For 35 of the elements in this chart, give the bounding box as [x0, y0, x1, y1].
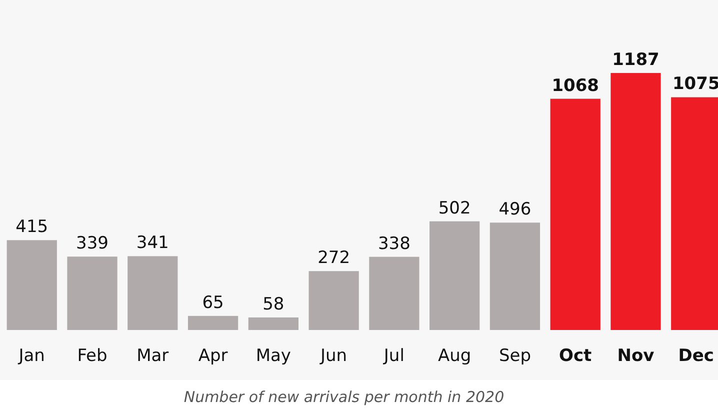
data-label: 341 — [136, 233, 169, 254]
bar — [308, 271, 359, 330]
text: Number of new arrivals per month in 2020 — [184, 388, 504, 406]
x-tick-label: Nov — [617, 346, 654, 366]
bar — [430, 221, 480, 330]
bar — [248, 317, 298, 330]
bar — [67, 256, 118, 330]
bar — [6, 240, 57, 330]
data-label: 1187 — [612, 50, 660, 70]
x-tick-label: Mar — [136, 346, 169, 366]
data-label: 502 — [438, 198, 471, 218]
x-tick-label: Feb — [77, 346, 108, 366]
data-label: 496 — [498, 200, 532, 220]
bar — [610, 73, 661, 330]
data-label: 58 — [262, 294, 284, 314]
data-label: 339 — [76, 234, 108, 254]
bar — [128, 256, 178, 330]
x-tick-label: Sep — [498, 346, 531, 366]
bar — [188, 316, 238, 330]
bar — [369, 256, 420, 330]
bar — [550, 98, 600, 330]
data-label: 338 — [378, 234, 410, 254]
data-label: 272 — [318, 248, 350, 268]
x-tick-label: Aug — [438, 346, 472, 366]
data-label: 1068 — [552, 76, 600, 96]
x-tick-label: Oct — [559, 346, 592, 366]
x-tick-label: May — [256, 346, 291, 366]
x-tick-label: Dec — [678, 346, 714, 366]
x-tick-label: Jun — [320, 346, 348, 366]
x-tick-label: Apr — [198, 346, 228, 366]
x-tick-label: Jul — [382, 346, 404, 366]
data-label: 65 — [202, 292, 224, 313]
data-label: 415 — [16, 217, 48, 238]
bar — [490, 222, 540, 330]
x-tick-label: Jan — [18, 346, 45, 366]
